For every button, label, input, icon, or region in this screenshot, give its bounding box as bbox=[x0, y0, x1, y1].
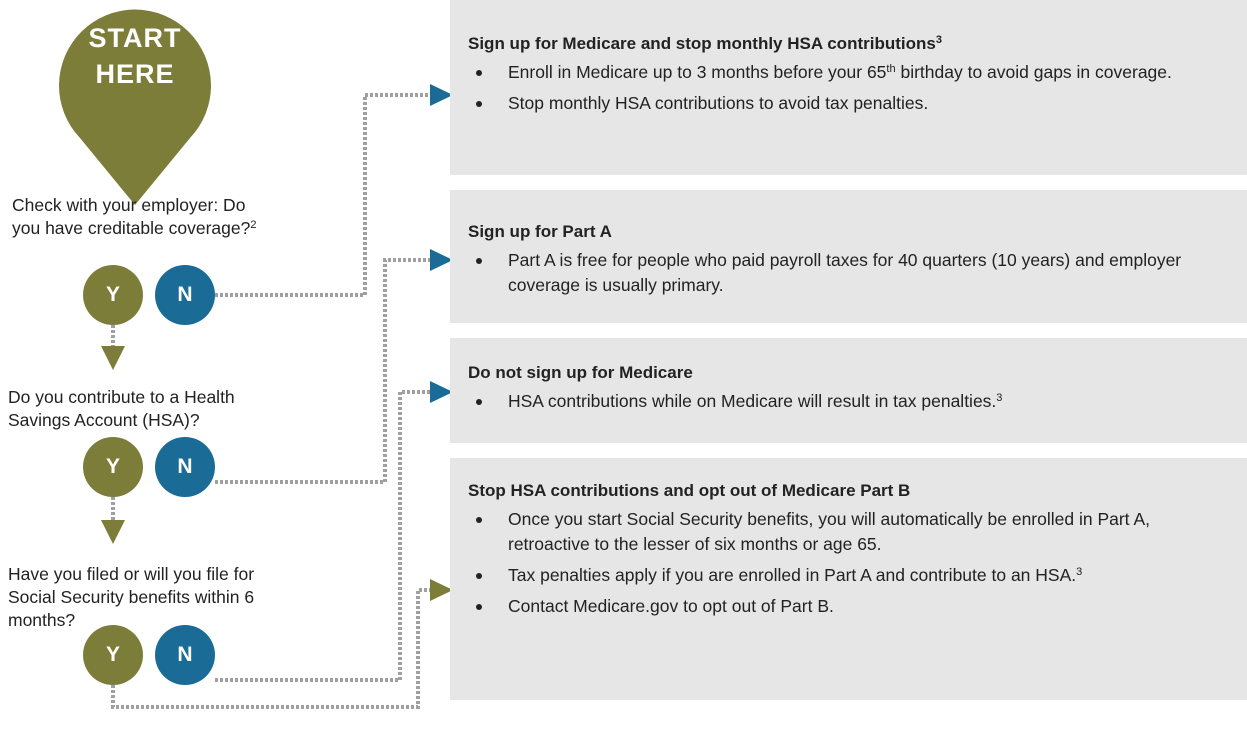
no-button: N bbox=[155, 625, 215, 685]
outcome-box: Stop HSA contributions and opt out of Me… bbox=[450, 458, 1247, 700]
no-button: N bbox=[155, 265, 215, 325]
footnote-ref: 3 bbox=[1076, 566, 1083, 578]
footnote-ref: 3 bbox=[935, 34, 942, 46]
bullet-text: Part A is free for people who paid payro… bbox=[508, 250, 1182, 295]
question-line: Savings Account (HSA)? bbox=[8, 410, 200, 430]
box-title: Sign up for Medicare and stop monthly HS… bbox=[468, 33, 1229, 55]
outcome-box: Sign up for Part A Part A is free for pe… bbox=[450, 190, 1247, 323]
bullet: Enroll in Medicare up to 3 months before… bbox=[468, 60, 1229, 85]
superscript: th bbox=[886, 63, 896, 75]
box-title: Do not sign up for Medicare bbox=[468, 363, 693, 382]
bullet: HSA contributions while on Medicare will… bbox=[468, 389, 1229, 414]
start-text: HERE bbox=[95, 59, 175, 89]
bullet-text: birthday to avoid gaps in coverage. bbox=[895, 62, 1172, 82]
yes-button: Y bbox=[83, 625, 143, 685]
question-line: Have you filed or will you file for bbox=[8, 564, 255, 584]
arrows bbox=[101, 84, 453, 601]
bullet-text: Once you start Social Security benefits,… bbox=[508, 509, 1150, 554]
start-text: START bbox=[88, 23, 182, 53]
bullet: Stop monthly HSA contributions to avoid … bbox=[468, 91, 1229, 116]
question-text: you have creditable coverage? bbox=[12, 218, 251, 238]
bullet-text: Stop monthly HSA contributions to avoid … bbox=[508, 93, 929, 113]
bullet: Once you start Social Security benefits,… bbox=[468, 507, 1229, 557]
no-button: N bbox=[155, 437, 215, 497]
question-line: Social Security benefits within 6 bbox=[8, 587, 255, 607]
question: Have you filed or will you file for Soci… bbox=[8, 563, 254, 632]
question-line: months? bbox=[8, 610, 76, 630]
box-title: Sign up for Part A bbox=[468, 222, 612, 241]
bullet: Tax penalties apply if you are enrolled … bbox=[468, 563, 1229, 588]
bullet-text: Enroll in Medicare up to 3 months before… bbox=[508, 62, 887, 82]
yes-button: Y bbox=[83, 265, 143, 325]
bullet-text: Contact Medicare.gov to opt out of Part … bbox=[508, 596, 834, 616]
question-line: Check with your employer: Do bbox=[12, 195, 246, 215]
footnote-ref: 2 bbox=[250, 219, 257, 231]
bullet-text: HSA contributions while on Medicare will… bbox=[508, 391, 997, 411]
outcome-box: Sign up for Medicare and stop monthly HS… bbox=[450, 0, 1247, 175]
bullet: Contact Medicare.gov to opt out of Part … bbox=[468, 594, 1229, 619]
start-pin bbox=[59, 9, 212, 206]
box-title: Stop HSA contributions and opt out of Me… bbox=[468, 481, 911, 500]
question-line: you have creditable coverage?2 bbox=[12, 217, 256, 240]
question: Check with your employer: Do you have cr… bbox=[12, 194, 256, 240]
question: Do you contribute to a Health Savings Ac… bbox=[8, 386, 235, 432]
title-text: Sign up for Medicare and stop monthly HS… bbox=[468, 34, 936, 53]
question-line: Do you contribute to a Health bbox=[8, 387, 235, 407]
dotted-lines bbox=[111, 93, 430, 709]
start-label: START HERE bbox=[60, 20, 210, 92]
footnote-ref: 3 bbox=[996, 392, 1003, 404]
yes-button: Y bbox=[83, 437, 143, 497]
bullet: Part A is free for people who paid payro… bbox=[468, 248, 1229, 298]
bullet-text: Tax penalties apply if you are enrolled … bbox=[508, 565, 1077, 585]
outcome-box: Do not sign up for Medicare HSA contribu… bbox=[450, 338, 1247, 443]
